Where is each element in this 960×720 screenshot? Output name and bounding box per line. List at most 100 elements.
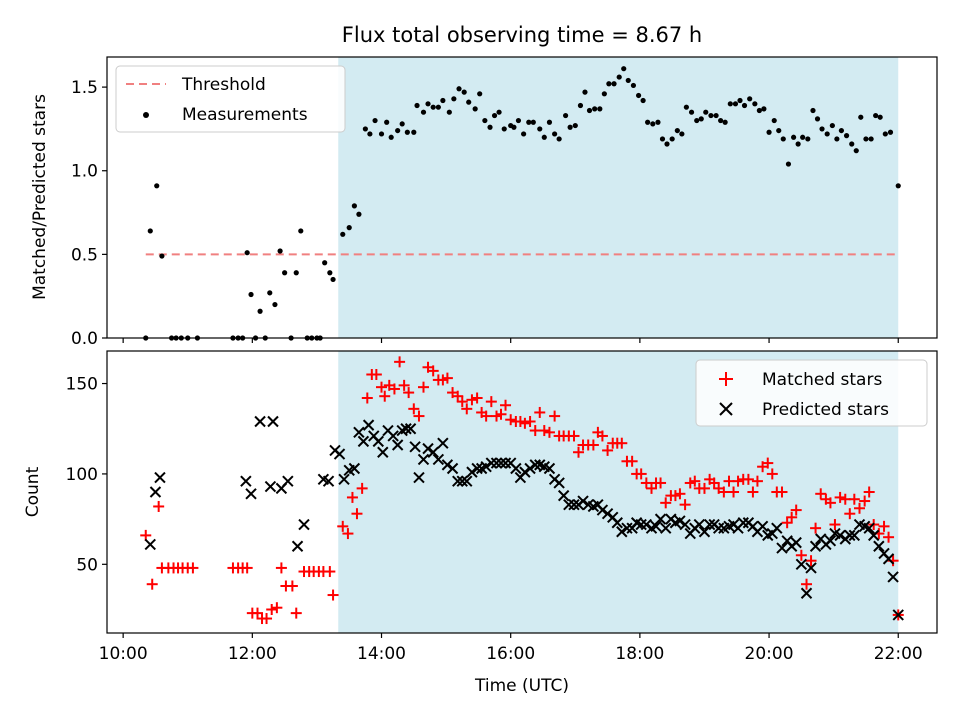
measurement-point-80: [592, 106, 598, 112]
predicted-star-point-35: [427, 446, 439, 458]
top-y-axis-label: Matched/Predicted stars: [30, 94, 50, 300]
matched-star-point-19: [271, 602, 283, 614]
matched-star-point-47: [413, 410, 425, 422]
matched-star-point-57: [461, 403, 473, 415]
measurement-point-126: [814, 116, 821, 122]
measurement-point-98: [679, 131, 685, 137]
predicted-star-point-94: [712, 522, 725, 534]
matched-star-point-117: [751, 475, 763, 487]
matched-star-point-91: [626, 455, 638, 467]
predicted-star-point-107: [776, 542, 788, 554]
predicted-star-point-111: [795, 558, 808, 571]
measurement-point-51: [446, 109, 452, 115]
measurement-point-113: [752, 101, 758, 107]
measurement-point-45: [414, 102, 420, 109]
measurement-point-142: [895, 183, 901, 189]
x-tick-label-4: 18:00: [615, 644, 664, 664]
measurement-point-114: [756, 107, 762, 114]
measurement-point-141: [887, 129, 894, 135]
measurement-point-75: [567, 124, 573, 130]
measurement-point-140: [882, 131, 888, 137]
matched-star-point-133: [829, 519, 841, 531]
predicted-star-point-18: [348, 462, 361, 475]
measurement-point-91: [645, 119, 651, 125]
measurement-point-138: [873, 112, 879, 119]
measurement-point-65: [515, 117, 522, 124]
measurement-point-20: [282, 270, 288, 276]
predicted-star-point-38: [441, 459, 454, 471]
predicted-star-point-130: [887, 571, 899, 583]
measurement-point-102: [698, 116, 704, 122]
matched-star-point-50: [427, 365, 439, 377]
x-tick-label-1: 12:00: [228, 644, 277, 664]
predicted-star-point-122: [848, 529, 861, 542]
predicted-star-point-34: [422, 442, 434, 455]
matched-star-point-2: [153, 500, 165, 512]
predicted-star-point-52: [510, 462, 522, 475]
predicted-star-point-41: [456, 475, 468, 487]
matched-star-point-116: [747, 486, 759, 498]
matched-star-point-43: [394, 356, 406, 368]
matched-star-point-122: [776, 486, 788, 498]
predicted-star-point-11: [298, 518, 310, 531]
measurement-point-84: [611, 81, 617, 87]
measurement-point-94: [659, 136, 666, 142]
measurement-point-134: [853, 148, 859, 154]
matched-star-point-46: [408, 403, 420, 415]
predicted-star-point-16: [338, 473, 350, 486]
predicted-star-point-56: [529, 459, 541, 471]
predicted-star-point-131: [892, 609, 904, 621]
measurement-point-18: [272, 301, 278, 308]
measurement-point-76: [572, 122, 578, 129]
predicted-star-point-90: [693, 518, 706, 531]
predicted-star-point-44: [471, 462, 483, 475]
predicted-star-point-32: [413, 471, 425, 484]
measurement-point-129: [829, 122, 835, 129]
predicted-star-point-7: [264, 480, 277, 493]
measurement-point-13: [248, 291, 254, 298]
predicted-star-point-75: [621, 522, 633, 534]
legend-measurements-swatch: [143, 112, 149, 118]
matched-star-point-101: [674, 488, 686, 500]
matched-star-point-72: [534, 406, 546, 418]
predicted-star-point-117: [824, 535, 837, 547]
matched-star-point-125: [790, 504, 802, 516]
measurement-point-90: [640, 97, 646, 104]
measurement-point-41: [395, 127, 401, 134]
measurement-point-55: [466, 99, 472, 105]
y-tick-label-0: 0.0: [71, 329, 98, 349]
y-tick-label-2: 150: [66, 375, 98, 395]
matched-star-point-80: [573, 446, 585, 458]
matched-star-point-44: [398, 379, 410, 391]
matched-star-point-112: [728, 486, 740, 498]
matched-star-point-128: [805, 555, 817, 567]
measurement-point-135: [858, 114, 864, 120]
measurement-point-19: [277, 248, 283, 254]
measurement-point-15: [257, 308, 263, 314]
matched-star-point-64: [495, 408, 507, 420]
measurement-point-42: [399, 121, 405, 127]
predicted-star-point-81: [650, 520, 662, 533]
top-panel-frame: [106, 56, 938, 339]
predicted-star-point-86: [674, 515, 686, 527]
y-tick-label-1: 0.5: [71, 245, 98, 265]
matched-star-point-97: [655, 477, 667, 489]
matched-star-point-144: [883, 531, 895, 543]
measurement-point-78: [582, 89, 588, 95]
measurement-point-89: [635, 92, 642, 99]
predicted-star-point-126: [867, 529, 880, 542]
predicted-star-point-125: [863, 522, 875, 534]
predicted-star-point-31: [409, 441, 421, 453]
matched-star-point-69: [519, 417, 531, 429]
matched-star-point-13: [241, 562, 253, 574]
matched-star-point-134: [834, 491, 846, 503]
bottom-legend: Matched stars Predicted stars: [695, 359, 928, 427]
predicted-star-point-50: [499, 457, 512, 469]
measurement-point-67: [526, 119, 532, 125]
measurement-point-99: [683, 104, 689, 110]
measurement-point-101: [694, 117, 700, 124]
measurement-point-52: [451, 96, 457, 102]
legend-matched-swatch: [719, 372, 733, 386]
matched-star-point-29: [324, 566, 336, 578]
measurement-point-2: [154, 183, 160, 189]
